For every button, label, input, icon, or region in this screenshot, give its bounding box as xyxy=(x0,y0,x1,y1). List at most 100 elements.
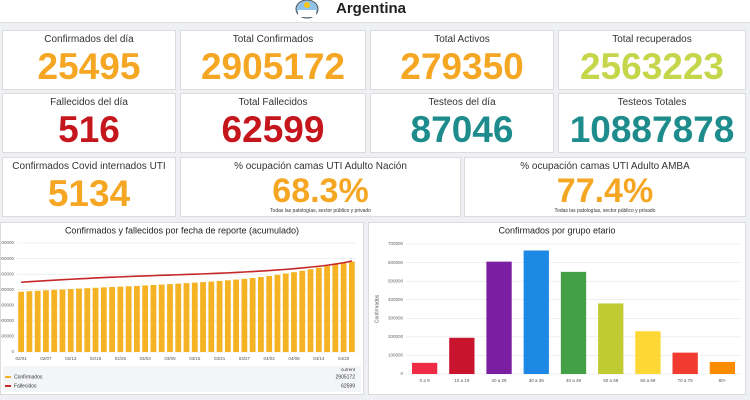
bar xyxy=(100,287,107,352)
bar xyxy=(67,288,74,352)
bar xyxy=(175,283,182,352)
chart: Confirmados por grupo etario 0 100000 20000… xyxy=(374,225,741,383)
bar xyxy=(191,282,198,352)
y-tick-label: 3500000 xyxy=(1,240,14,245)
chart: Confirmados y fallecidos por fecha de re… xyxy=(0,225,361,392)
bar xyxy=(84,288,91,352)
bar xyxy=(486,261,512,374)
kpi-value: 25495 xyxy=(37,46,141,87)
x-tick-label: 03/15 xyxy=(189,356,201,361)
bar xyxy=(133,285,140,352)
chart-panel: Confirmados y fallecidos por fecha de re… xyxy=(0,222,364,395)
x-tick-label: 60 a 69 xyxy=(640,378,656,383)
y-tick-label: 500000 xyxy=(388,278,404,283)
x-tick-label: 80+ xyxy=(719,378,727,383)
logo xyxy=(295,0,319,19)
legend-label: Fallecidos xyxy=(14,383,37,389)
bar xyxy=(258,277,264,352)
bar xyxy=(76,288,82,352)
x-tick-label: 40 a 49 xyxy=(566,378,582,383)
x-tick-label: 04/02 xyxy=(264,356,276,361)
y-tick-label: 200000 xyxy=(388,334,404,339)
kpi-card: Confirmados del día 25495 xyxy=(2,30,176,90)
y-tick-label: 1000000 xyxy=(1,318,14,323)
x-tick-label: 20 a 29 xyxy=(492,378,508,383)
bar xyxy=(411,362,438,374)
y-tick-label: 400000 xyxy=(388,297,404,302)
legend-value: 62599 xyxy=(341,383,355,389)
bar xyxy=(340,262,347,352)
kpi-value: 2905172 xyxy=(200,46,346,87)
legend-value: 2905172 xyxy=(336,374,356,380)
x-tick-label: 30 a 39 xyxy=(529,378,545,383)
bar xyxy=(282,273,289,352)
bar xyxy=(299,270,306,352)
bar xyxy=(324,266,330,352)
kpi-value: 516 xyxy=(58,109,120,150)
kpi-card: Total Activos 279350 xyxy=(370,30,554,90)
x-tick-label: 03/27 xyxy=(239,356,251,361)
bar xyxy=(117,286,124,352)
y-tick-label: 700000 xyxy=(388,241,404,246)
bar xyxy=(224,280,231,352)
y-tick-label: 2500000 xyxy=(1,271,14,276)
bar xyxy=(233,279,240,352)
kpi-label: Total Fallecidos xyxy=(238,97,308,108)
y-tick-label: 1500000 xyxy=(1,302,14,307)
bar xyxy=(598,303,624,374)
bar xyxy=(449,337,475,374)
x-tick-label: 04/08 xyxy=(288,356,300,361)
bar xyxy=(92,287,99,352)
bar xyxy=(200,282,206,352)
bar xyxy=(167,284,173,352)
bar xyxy=(523,250,549,374)
kpi-card: % ocupación camas UTI Adulto AMBA 77.4% To… xyxy=(464,157,746,217)
kpi-label: Total recuperados xyxy=(612,34,692,45)
kpi-note: Todas las patologías, sector público y p… xyxy=(554,208,656,214)
kpi-value: 68.3% xyxy=(272,172,369,210)
kpi-card: Total Fallecidos 62599 xyxy=(180,93,366,153)
y-tick-label: 0 xyxy=(400,371,403,376)
bar xyxy=(59,289,66,352)
x-tick-label: 03/09 xyxy=(164,356,176,361)
kpi-card: Total recuperados 2563223 xyxy=(558,30,746,90)
y-tick-label: 500000 xyxy=(1,334,14,339)
bar xyxy=(158,284,165,352)
bar xyxy=(315,267,322,352)
legend-label: Confirmados xyxy=(14,374,43,380)
x-tick-label: 03/03 xyxy=(140,356,152,361)
bar xyxy=(216,280,223,352)
x-tick-label: 50 a 59 xyxy=(603,378,619,383)
x-tick-label: 10 a 19 xyxy=(454,378,470,383)
bar xyxy=(709,361,736,374)
kpi-card: % ocupación camas UTI Adulto Nación 68.3%… xyxy=(180,157,461,217)
kpi-label: Confirmados del día xyxy=(44,34,134,45)
header: Argentina xyxy=(0,0,750,23)
kpi-value: 2563223 xyxy=(579,46,725,87)
kpi-value: 10887878 xyxy=(569,109,735,150)
bar xyxy=(183,283,190,352)
x-tick-label: 02/13 xyxy=(65,356,77,361)
kpi-card: Testeos del día 87046 xyxy=(370,93,554,153)
kpi-label: % ocupación camas UTI Adulto Nación xyxy=(234,161,407,172)
bar xyxy=(208,281,215,352)
kpi-note: Todas las patologías, sector público y p… xyxy=(270,208,371,214)
kpi-card: Fallecidos del día 516 xyxy=(2,93,176,153)
legend-header: current xyxy=(341,367,356,372)
y-tick-label: 3000000 xyxy=(1,256,14,261)
y-tick-label: 0 xyxy=(11,349,14,354)
bar xyxy=(150,285,157,352)
bar xyxy=(125,286,132,352)
y-axis-label: Confirmados xyxy=(374,294,380,323)
x-tick-label: 04/20 xyxy=(338,356,350,361)
kpi-label: % ocupación camas UTI Adulto AMBA xyxy=(520,161,690,172)
x-tick-label: 0 a 9 xyxy=(420,378,431,383)
kpi-card: Total Confirmados 2905172 xyxy=(180,30,366,90)
legend-bg xyxy=(3,366,361,392)
bar xyxy=(51,289,58,352)
kpi-value: 5134 xyxy=(47,173,131,214)
x-tick-label: 02/25 xyxy=(115,356,127,361)
x-tick-label: 03/21 xyxy=(214,356,226,361)
x-tick-label: 02/19 xyxy=(90,356,102,361)
y-tick-label: 600000 xyxy=(388,260,404,265)
